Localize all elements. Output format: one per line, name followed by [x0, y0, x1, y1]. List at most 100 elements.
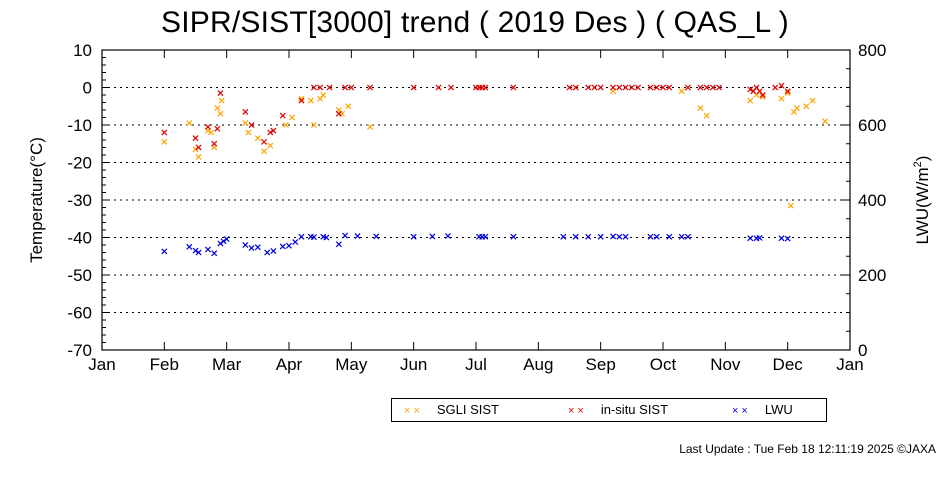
x-tick-label: Jan	[836, 355, 863, 374]
y-tick-label: -30	[67, 191, 92, 210]
y-tick-label: -60	[67, 304, 92, 323]
data-point	[204, 123, 211, 130]
data-point	[784, 88, 791, 95]
legend-label-insitu: in-situ SIST	[600, 402, 669, 417]
y-tick-label: -50	[67, 266, 92, 285]
data-point	[192, 247, 199, 254]
data-point	[703, 112, 710, 119]
data-point	[298, 95, 305, 102]
y-tick-label: -70	[67, 341, 92, 360]
data-point	[367, 84, 374, 91]
data-point	[354, 232, 361, 240]
data-point	[585, 233, 592, 240]
data-point	[195, 144, 202, 151]
data-point	[410, 84, 417, 91]
data-point	[759, 91, 766, 99]
data-point	[444, 232, 451, 240]
data-point	[218, 97, 225, 104]
data-point	[822, 118, 829, 125]
data-point	[716, 84, 723, 91]
data-point	[697, 84, 704, 91]
data-point	[348, 84, 355, 91]
data-point	[784, 235, 791, 242]
y2-axis-label: LWU(W/m2)	[912, 156, 932, 245]
y2-tick-label: 200	[858, 266, 886, 285]
y2-tick-label: 400	[858, 191, 886, 210]
y2-tick-label: 600	[858, 116, 886, 135]
data-point	[204, 246, 211, 253]
data-point	[242, 108, 249, 115]
data-point	[270, 127, 277, 134]
data-point	[622, 233, 629, 240]
x-tick-label: May	[335, 355, 368, 374]
chart-title: SIPR/SIST[3000] trend ( 2019 Des ) ( QAS…	[161, 6, 789, 39]
data-point	[703, 84, 710, 91]
data-point	[448, 84, 455, 91]
data-point	[429, 233, 436, 240]
data-point	[653, 84, 660, 91]
data-point	[709, 84, 716, 91]
data-point	[186, 243, 193, 250]
data-point	[684, 233, 691, 240]
data-point	[482, 233, 489, 240]
data-point	[778, 82, 785, 89]
data-point	[756, 234, 763, 241]
data-point	[809, 97, 816, 104]
data-point	[510, 84, 517, 91]
legend-label-sgli: SGLI SIST	[436, 402, 499, 417]
x-tick-label: Feb	[150, 355, 179, 374]
data-point	[772, 84, 779, 91]
data-point	[292, 238, 299, 246]
data-point	[310, 121, 317, 129]
y-tick-label: 0	[83, 79, 92, 98]
legend-item-lwu: ×× LWU	[732, 399, 793, 421]
tick-labels: 100-10-20-30-40-50-60-708006004002000Jan…	[67, 41, 886, 374]
data-point	[282, 121, 289, 129]
data-point	[610, 84, 617, 91]
x-tick-label: Oct	[650, 355, 677, 374]
data-point	[214, 125, 221, 132]
data-point	[267, 129, 274, 136]
data-point	[261, 148, 268, 155]
data-point	[307, 97, 314, 104]
data-point	[747, 86, 754, 93]
y-axis-label: Temperature(°C)	[27, 137, 46, 263]
legend-item-insitu: ×× in-situ SIST	[568, 399, 668, 421]
data-point	[697, 105, 704, 112]
data-point	[759, 93, 766, 100]
data-point	[211, 140, 218, 147]
data-point	[161, 248, 168, 255]
data-point	[628, 84, 635, 91]
data-point	[787, 202, 794, 209]
data-point	[647, 84, 654, 91]
data-point	[254, 135, 261, 142]
data-point	[214, 105, 221, 112]
data-point	[242, 120, 249, 127]
data-point	[666, 233, 673, 240]
data-point	[585, 84, 592, 91]
data-point	[591, 84, 598, 91]
data-point	[323, 234, 330, 241]
data-point	[373, 233, 380, 240]
data-point	[435, 84, 442, 91]
data-point	[678, 233, 685, 240]
data-point	[635, 84, 642, 91]
data-point	[285, 242, 293, 249]
data-point	[367, 123, 374, 130]
y-tick-label: -10	[67, 116, 92, 135]
y-tick-label: -40	[67, 229, 92, 248]
y-tick-label: -20	[67, 154, 92, 173]
data-point	[678, 88, 685, 95]
x-tick-label: Nov	[710, 355, 741, 374]
data-point	[310, 84, 317, 91]
data-point	[192, 135, 199, 142]
data-point	[248, 244, 255, 252]
data-point	[161, 138, 168, 145]
last-update-footer: Last Update : Tue Feb 18 12:11:19 2025 ©…	[679, 442, 936, 456]
series-in-situ-sist	[161, 82, 791, 151]
data-point	[560, 233, 567, 240]
data-point	[342, 232, 349, 239]
data-point	[267, 142, 274, 149]
data-point	[161, 129, 168, 136]
data-point	[784, 90, 791, 97]
